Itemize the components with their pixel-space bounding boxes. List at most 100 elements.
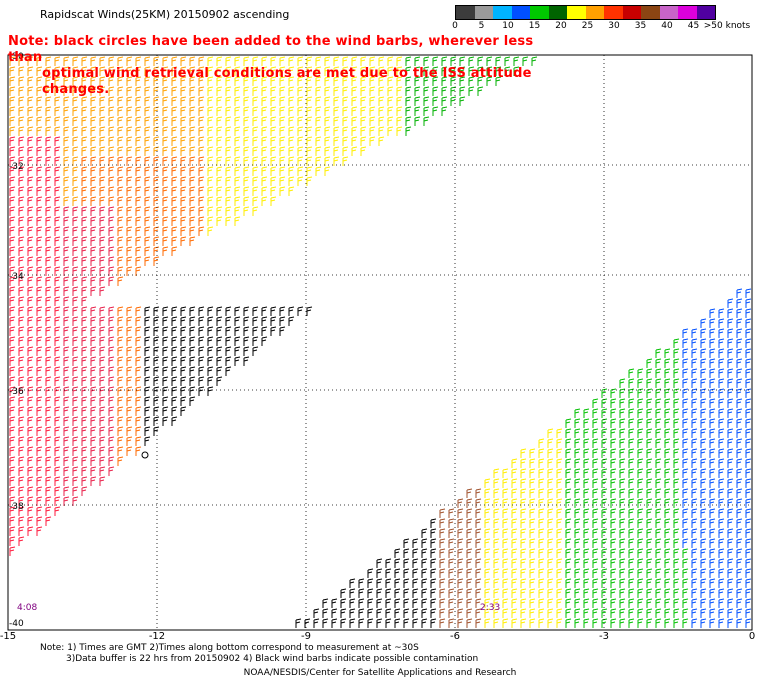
wind-barb [306, 166, 313, 176]
wind-barb [90, 286, 97, 296]
wind-barb [565, 528, 572, 538]
wind-barb [736, 618, 743, 628]
wind-barb [108, 386, 115, 396]
wind-barb [396, 66, 403, 76]
wind-barb [718, 338, 725, 348]
wind-barb [709, 368, 716, 378]
wind-barb [108, 96, 115, 106]
wind-barb [664, 448, 671, 458]
wind-barb [423, 106, 430, 116]
wind-barb [72, 466, 79, 476]
wind-barb [682, 438, 689, 448]
wind-barb [216, 176, 223, 186]
wind-barb [574, 588, 581, 598]
wind-barb [207, 376, 214, 386]
wind-barb [484, 608, 491, 618]
wind-barb [655, 508, 662, 518]
wind-barb [727, 578, 734, 588]
wind-barb [27, 436, 34, 446]
wind-barb [45, 496, 52, 506]
wind-barb [396, 76, 403, 86]
wind-barb [45, 376, 52, 386]
wind-barb [9, 166, 16, 176]
wind-barb [421, 548, 428, 558]
wind-barb [234, 146, 241, 156]
wind-barb [27, 296, 34, 306]
legend-swatch [511, 6, 530, 19]
wind-barb [180, 206, 187, 216]
wind-barb [216, 166, 223, 176]
wind-barb [592, 588, 599, 598]
wind-barb [466, 488, 473, 498]
wind-barb [369, 106, 376, 116]
wind-barb [369, 66, 376, 76]
wind-barb [108, 356, 115, 366]
wind-barb [727, 608, 734, 618]
wind-barb [135, 176, 142, 186]
wind-barb [601, 398, 608, 408]
wind-barb [252, 126, 259, 136]
wind-barb [601, 548, 608, 558]
wind-barb [493, 468, 500, 478]
wind-barb [54, 196, 61, 206]
wind-barb [324, 146, 331, 156]
wind-barb [108, 106, 115, 116]
wind-barb [243, 316, 250, 326]
wind-barb [207, 106, 214, 116]
wind-barb [45, 406, 52, 416]
wind-barb [538, 508, 545, 518]
wind-barb [529, 508, 536, 518]
wind-barb [225, 166, 232, 176]
wind-barb [108, 126, 115, 136]
wind-barb [225, 136, 232, 146]
wind-barb [450, 96, 457, 106]
wind-barb [691, 378, 698, 388]
wind-barb [261, 96, 268, 106]
wind-barb [378, 66, 385, 76]
wind-barb [601, 438, 608, 448]
wind-barb [700, 478, 707, 488]
wind-barb [718, 368, 725, 378]
wind-barb [54, 326, 61, 336]
wind-barb [9, 546, 16, 556]
wind-barb [450, 76, 457, 86]
wind-barb [511, 458, 518, 468]
wind-barb [423, 86, 430, 96]
wind-barb [682, 558, 689, 568]
wind-barb [18, 206, 25, 216]
wind-barb [72, 216, 79, 226]
wind-barb [153, 406, 160, 416]
wind-barb [700, 428, 707, 438]
wind-barb [171, 306, 178, 316]
wind-barb [718, 358, 725, 368]
wind-barb [439, 608, 446, 618]
wind-barb [610, 438, 617, 448]
wind-barb [9, 216, 16, 226]
wind-barb [90, 176, 97, 186]
wind-barb [144, 166, 151, 176]
wind-barb [727, 298, 734, 308]
wind-barb [610, 468, 617, 478]
wind-barb [45, 326, 52, 336]
wind-barb [144, 146, 151, 156]
wind-barb [243, 56, 250, 66]
wind-barb [81, 326, 88, 336]
wind-barb [72, 476, 79, 486]
wind-barb [601, 418, 608, 428]
wind-barb [36, 216, 43, 226]
wind-barb [349, 588, 356, 598]
wind-barb [81, 376, 88, 386]
wind-barb [583, 568, 590, 578]
wind-barb [126, 186, 133, 196]
wind-barb [270, 116, 277, 126]
wind-barb [9, 96, 16, 106]
wind-barb [189, 76, 196, 86]
wind-barb [349, 618, 356, 628]
wind-barb [583, 408, 590, 418]
wind-barb [234, 166, 241, 176]
wind-barb [727, 558, 734, 568]
wind-barb [700, 608, 707, 618]
wind-barb [637, 418, 644, 428]
wind-barb [90, 226, 97, 236]
wind-barb [45, 436, 52, 446]
